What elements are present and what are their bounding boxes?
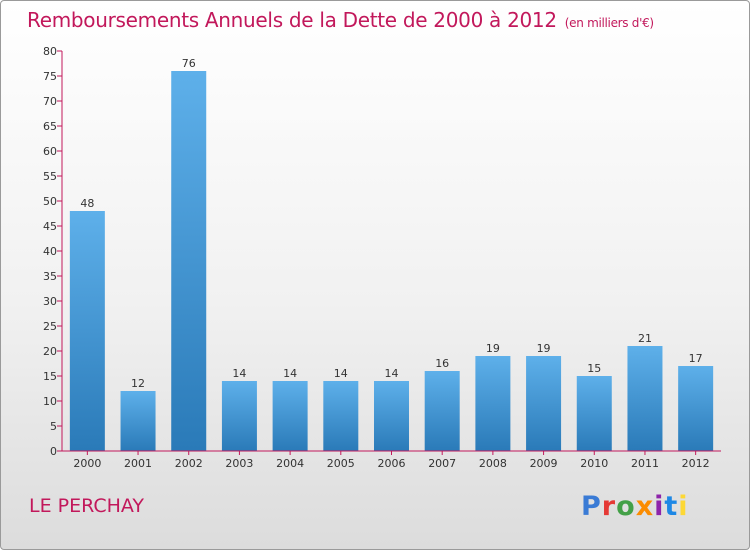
data-label-2010: 15 <box>587 362 601 375</box>
y-tick-label: 0 <box>50 445 57 458</box>
data-label-2008: 19 <box>486 342 500 355</box>
data-label-2003: 14 <box>232 367 246 380</box>
y-tick-label: 70 <box>43 95 57 108</box>
x-tick-label-2004: 2004 <box>276 457 304 470</box>
x-tick-label-2003: 2003 <box>225 457 253 470</box>
x-tick-label-2000: 2000 <box>73 457 101 470</box>
data-label-2012: 17 <box>689 352 703 365</box>
y-tick-label: 35 <box>43 270 57 283</box>
x-tick-label-2011: 2011 <box>631 457 659 470</box>
chart-subtitle: (en milliers d'€) <box>564 16 654 30</box>
x-tick-label-2008: 2008 <box>479 457 507 470</box>
y-tick-label: 80 <box>43 45 57 58</box>
x-tick-label-2010: 2010 <box>580 457 608 470</box>
y-tick-label: 50 <box>43 195 57 208</box>
y-tick-label: 60 <box>43 145 57 158</box>
x-tick-label-2002: 2002 <box>175 457 203 470</box>
bar-2010 <box>576 376 612 451</box>
x-tick-label-2012: 2012 <box>682 457 710 470</box>
chart-title-text: Remboursements Annuels de la Dette de 20… <box>27 8 557 32</box>
x-tick-label-2005: 2005 <box>327 457 355 470</box>
bar-2009 <box>526 356 562 451</box>
bar-2003 <box>221 381 257 451</box>
proxiti-logo: Proxiti <box>581 491 689 522</box>
y-tick-label: 15 <box>43 370 57 383</box>
brand-letter: t <box>664 491 679 522</box>
y-tick-label: 25 <box>43 320 57 333</box>
bar-2000 <box>69 211 105 451</box>
y-tick-label: 45 <box>43 220 57 233</box>
bar-2007 <box>424 371 460 451</box>
y-tick-label: 55 <box>43 170 57 183</box>
data-label-2011: 21 <box>638 332 652 345</box>
data-label-2006: 14 <box>385 367 399 380</box>
brand-letter: i <box>654 491 665 522</box>
y-tick-label: 40 <box>43 245 57 258</box>
x-tick-label-2006: 2006 <box>378 457 406 470</box>
bar-2012 <box>678 366 714 451</box>
bar-2006 <box>374 381 409 451</box>
chart-title: Remboursements Annuels de la Dette de 20… <box>27 8 654 32</box>
y-tick-label: 30 <box>43 295 57 308</box>
brand-letter: o <box>616 491 636 522</box>
y-tick-label: 10 <box>43 395 57 408</box>
bar-2004 <box>272 381 308 451</box>
bar-2011 <box>627 346 663 451</box>
y-tick-label: 5 <box>50 420 57 433</box>
x-tick-label-2007: 2007 <box>428 457 456 470</box>
data-label-2007: 16 <box>435 357 449 370</box>
brand-letter: P <box>581 491 602 522</box>
data-label-2009: 19 <box>537 342 551 355</box>
bar-2008 <box>475 356 511 451</box>
data-label-2002: 76 <box>182 57 196 70</box>
data-label-2001: 12 <box>131 377 145 390</box>
brand-letter: r <box>601 491 617 522</box>
bar-2001 <box>120 391 156 451</box>
x-tick-label-2009: 2009 <box>530 457 558 470</box>
y-tick-label: 75 <box>43 70 57 83</box>
y-tick-label: 20 <box>43 345 57 358</box>
brand-letter: i <box>678 491 689 522</box>
bar-2002 <box>171 71 207 451</box>
x-tick-label-2001: 2001 <box>124 457 152 470</box>
data-label-2000: 48 <box>80 197 94 210</box>
commune-name: LE PERCHAY <box>29 495 145 517</box>
data-label-2004: 14 <box>283 367 297 380</box>
data-label-2005: 14 <box>334 367 348 380</box>
bar-2005 <box>323 381 359 451</box>
brand-letter: x <box>635 491 655 522</box>
y-tick-label: 65 <box>43 120 57 133</box>
